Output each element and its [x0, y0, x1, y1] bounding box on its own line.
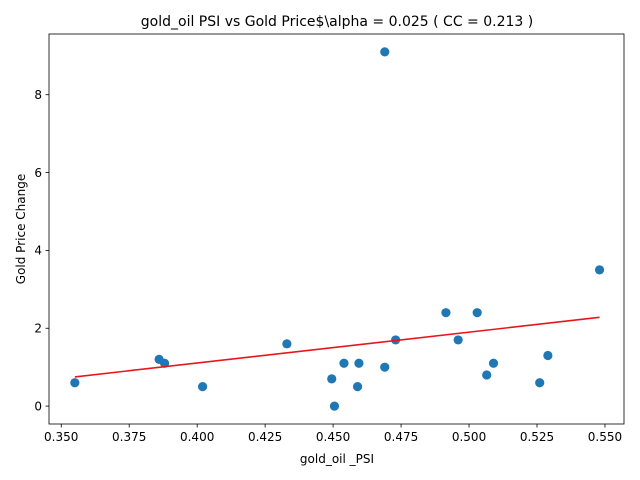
- scatter-point: [454, 335, 463, 344]
- x-tick-label: 0.525: [520, 430, 554, 444]
- scatter-point: [380, 47, 389, 56]
- x-tick-label: 0.375: [112, 430, 146, 444]
- scatter-point: [441, 308, 450, 317]
- y-axis-label: Gold Price Change: [14, 174, 28, 284]
- x-tick-label: 0.550: [588, 430, 622, 444]
- scatter-point: [330, 401, 339, 410]
- scatter-point: [482, 370, 491, 379]
- y-tick-label: 4: [34, 244, 42, 258]
- x-tick-label: 0.500: [452, 430, 486, 444]
- y-tick-label: 2: [34, 322, 42, 336]
- x-tick-label: 0.425: [248, 430, 282, 444]
- scatter-point: [282, 339, 291, 348]
- y-tick-label: 6: [34, 166, 42, 180]
- x-tick-label: 0.350: [44, 430, 78, 444]
- scatter-point: [70, 378, 79, 387]
- scatter-point: [489, 359, 498, 368]
- scatter-point: [353, 382, 362, 391]
- scatter-point: [535, 378, 544, 387]
- scatter-point: [543, 351, 552, 360]
- scatter-point: [595, 265, 604, 274]
- x-axis-label: gold_oil _PSI: [300, 452, 374, 466]
- chart-title: gold_oil PSI vs Gold Price$\alpha = 0.02…: [141, 14, 533, 30]
- scatter-point: [198, 382, 207, 391]
- x-tick-label: 0.475: [384, 430, 418, 444]
- scatter-point: [339, 359, 348, 368]
- y-tick-label: 8: [34, 88, 42, 102]
- scatter-point: [380, 363, 389, 372]
- scatter-point: [473, 308, 482, 317]
- x-tick-label: 0.400: [180, 430, 214, 444]
- x-tick-label: 0.450: [316, 430, 350, 444]
- scatter-point: [327, 374, 336, 383]
- scatter-point: [354, 359, 363, 368]
- y-tick-label: 0: [34, 399, 42, 413]
